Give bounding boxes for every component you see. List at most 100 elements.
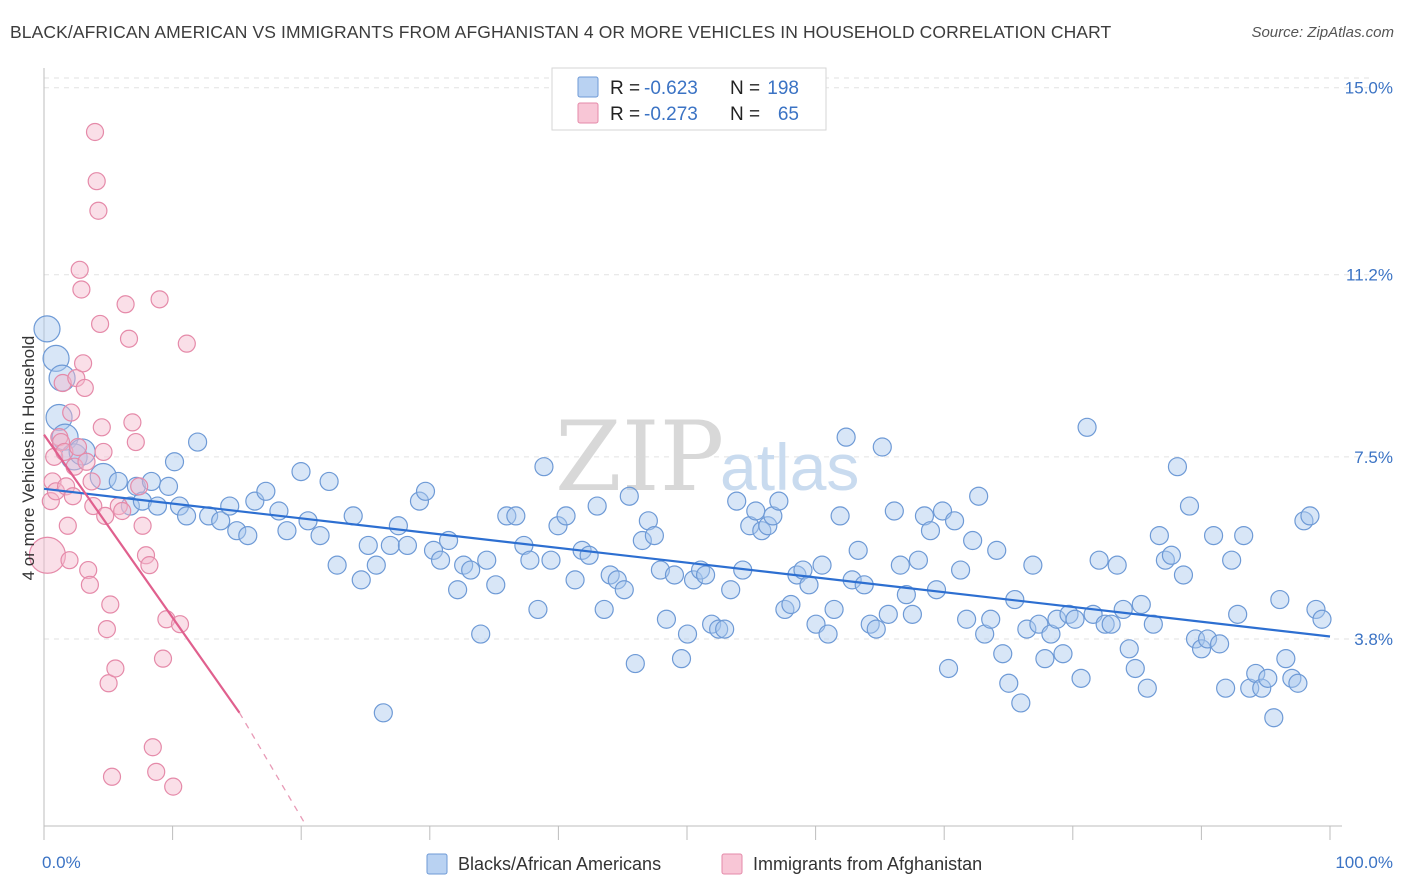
blue-point-158 <box>1161 545 1182 565</box>
pink-point-46 <box>136 546 156 565</box>
blue-point-125 <box>963 530 983 551</box>
blue-point-124 <box>957 609 977 629</box>
blue-point-111 <box>878 604 898 624</box>
pink-point-53 <box>164 777 183 796</box>
blue-point-167 <box>1216 678 1236 698</box>
blue-point-49 <box>471 624 491 644</box>
blue-point-22 <box>227 521 247 541</box>
blue-point-70 <box>625 653 645 674</box>
blue-point-173 <box>1252 678 1272 698</box>
pink-point-48 <box>143 738 162 757</box>
blue-point-63 <box>579 545 599 565</box>
blue-point-151 <box>1119 639 1139 659</box>
blue-point-154 <box>1137 678 1157 698</box>
blue-point-5 <box>60 443 88 471</box>
pink-point-43 <box>126 432 145 452</box>
blue-point-75 <box>656 609 677 629</box>
pink-point-29 <box>90 314 110 334</box>
y-axis-label: 4 or more Vehicles in Household <box>19 336 38 581</box>
blue-point-170 <box>1234 525 1254 546</box>
blue-point-150 <box>1113 599 1133 620</box>
blue-point-140 <box>1053 644 1073 664</box>
blue-point-38 <box>380 535 400 556</box>
blue-point-127 <box>975 624 995 644</box>
pink-point-27 <box>87 172 106 191</box>
y-tick-labels: 3.8% 7.5% 11.2% 15.0% <box>1345 79 1393 649</box>
pink-point-24 <box>82 472 101 491</box>
blue-point-56 <box>528 599 548 620</box>
blue-point-81 <box>695 565 716 585</box>
pink-point-0 <box>28 536 67 574</box>
pink-point-17 <box>70 260 89 279</box>
blue-point-131 <box>999 673 1019 693</box>
blue-point-65 <box>594 599 614 620</box>
blue-point-83 <box>709 619 729 639</box>
trend-lines <box>43 434 1331 827</box>
blue-point-117 <box>914 506 935 526</box>
blue-point-35 <box>358 535 378 556</box>
blue-point-95 <box>781 594 801 615</box>
pink-point-32 <box>96 506 115 526</box>
bottom-legend-swatch-blue <box>426 853 448 875</box>
pink-point-37 <box>106 659 125 678</box>
blue-point-16 <box>164 452 185 472</box>
pink-point-23 <box>80 575 100 594</box>
blue-point-60 <box>556 506 576 526</box>
blue-point-84 <box>715 619 735 639</box>
trend-line-pink-extension <box>238 712 307 827</box>
pink-point-12 <box>62 403 81 422</box>
blue-point-13 <box>147 496 168 516</box>
bottom-legend-label-blue: Blacks/African Americans <box>458 854 661 874</box>
blue-point-153 <box>1131 594 1151 615</box>
pink-point-30 <box>92 418 111 437</box>
blue-point-18 <box>188 432 208 452</box>
trend-line-pink <box>43 434 241 714</box>
blue-point-161 <box>1179 496 1200 516</box>
blue-point-116 <box>908 550 929 570</box>
blue-point-86 <box>727 491 747 511</box>
pink-point-1 <box>41 492 60 511</box>
blue-point-89 <box>746 501 766 521</box>
blue-point-104 <box>836 427 856 447</box>
y-tick-label-2: 11.2% <box>1346 266 1393 285</box>
pink-point-49 <box>147 762 166 781</box>
bottom-legend-label-pink: Immigrants from Afghanistan <box>753 854 982 874</box>
pink-point-7 <box>53 373 72 393</box>
blue-point-177 <box>1276 649 1296 669</box>
blue-point-8 <box>108 471 128 492</box>
blue-point-133 <box>1011 693 1031 713</box>
blue-point-27 <box>277 521 297 541</box>
pink-point-22 <box>79 560 98 580</box>
y-tick-label-0: 3.8% <box>1354 630 1393 649</box>
pink-point-6 <box>51 432 71 452</box>
pink-point-36 <box>102 767 122 786</box>
blue-point-28 <box>291 462 311 482</box>
blue-point-175 <box>1264 708 1284 728</box>
blue-point-64 <box>587 496 607 516</box>
pink-point-35 <box>101 595 120 614</box>
blue-point-68 <box>614 580 634 600</box>
blue-point-148 <box>1101 614 1121 634</box>
trend-line-blue <box>43 487 1331 638</box>
legend-n-label-2: N = <box>730 104 760 125</box>
pink-point-31 <box>94 442 113 462</box>
blue-point-57 <box>534 457 554 477</box>
blue-point-55 <box>520 550 540 570</box>
blue-point-79 <box>683 570 704 590</box>
blue-point-46 <box>448 580 468 600</box>
blue-point-17 <box>176 506 197 526</box>
pink-point-21 <box>77 452 96 471</box>
blue-point-165 <box>1203 525 1224 546</box>
blue-point-106 <box>848 540 868 560</box>
blue-point-21 <box>220 496 240 516</box>
blue-point-103 <box>830 506 850 526</box>
blue-point-69 <box>619 486 639 506</box>
blue-point-78 <box>677 624 698 644</box>
blue-point-77 <box>671 649 692 669</box>
blue-point-44 <box>430 550 451 570</box>
pink-point-39 <box>113 501 132 521</box>
legend-box: R = -0.623 N = 198 R = -0.273 N = 65 <box>551 67 827 131</box>
blue-point-85 <box>721 580 741 600</box>
blue-point-176 <box>1270 589 1290 610</box>
